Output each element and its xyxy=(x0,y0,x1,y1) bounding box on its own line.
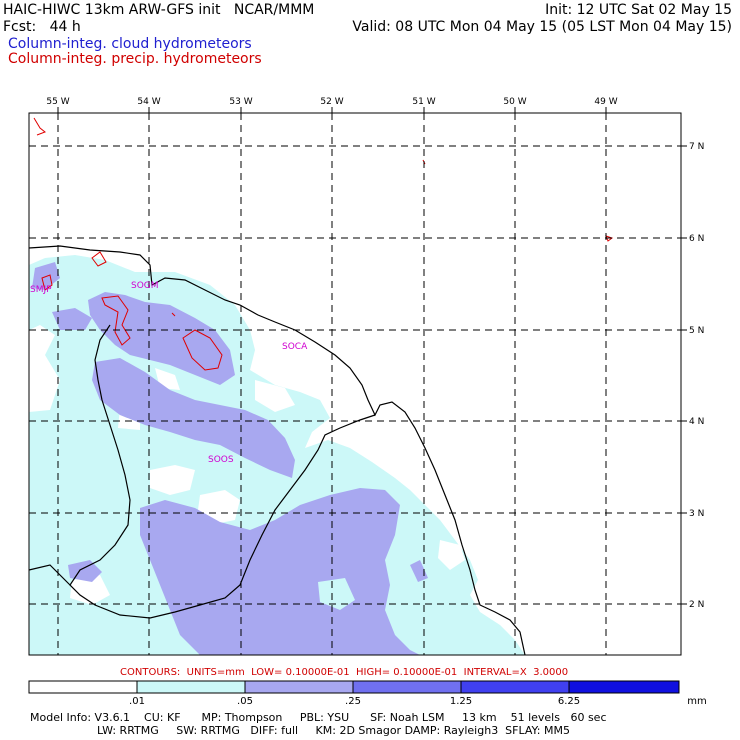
colorbar-tick-3: 1.25 xyxy=(450,696,472,707)
lat-label-4n: 4 N xyxy=(689,417,704,427)
model-info-line2: LW: RRTMG SW: RRTMG DIFF: full KM: 2D Sm… xyxy=(97,724,570,737)
lon-label-51w: 51 W xyxy=(412,97,435,107)
colorbar-tick-4: 6.25 xyxy=(558,696,580,707)
colorbar-swatch-0 xyxy=(28,680,138,694)
station-smjp: SMJP xyxy=(30,285,52,295)
lat-label-6n: 6 N xyxy=(689,234,704,244)
forecast-hour: Fcst: 44 h xyxy=(3,19,81,35)
colorbar-swatch-4 xyxy=(460,680,570,694)
model-title: HAIC-HIWC 13km ARW-GFS init NCAR/MMM xyxy=(3,2,315,18)
lat-label-5n: 5 N xyxy=(689,326,704,336)
field-cloud-label: Column-integ. cloud hydrometeors xyxy=(8,36,252,52)
coastline xyxy=(28,245,526,656)
contours-info: CONTOURS: UNITS=mm LOW= 0.10000E-01 HIGH… xyxy=(120,667,569,678)
init-time: Init: 12 UTC Sat 02 May 15 xyxy=(545,2,732,18)
lat-label-2n: 2 N xyxy=(689,600,704,610)
lat-label-3n: 3 N xyxy=(689,509,704,519)
lon-label-50w: 50 W xyxy=(503,97,526,107)
lon-label-52w: 52 W xyxy=(320,97,343,107)
colorbar-swatch-5 xyxy=(568,680,680,694)
shade-lavender xyxy=(88,292,235,385)
lon-label-53w: 53 W xyxy=(229,97,252,107)
station-soca: SOCA xyxy=(282,342,308,352)
station-soos: SOOS xyxy=(208,455,234,465)
lat-label-7n: 7 N xyxy=(689,142,704,152)
colorbar-units: mm xyxy=(687,696,706,707)
lon-label-55w: 55 W xyxy=(46,97,69,107)
colorbar-tick-0: .01 xyxy=(129,696,145,707)
map-frame xyxy=(28,112,682,656)
field-precip-label: Column-integ. precip. hydrometeors xyxy=(8,51,262,67)
graticule xyxy=(29,113,681,655)
colorbar-tick-1: .05 xyxy=(237,696,253,707)
valid-time: Valid: 08 UTC Mon 04 May 15 (05 LST Mon … xyxy=(352,19,732,35)
lon-label-54w: 54 W xyxy=(137,97,160,107)
model-info-line1: Model Info: V3.6.1 CU: KF MP: Thompson P… xyxy=(30,711,607,724)
lon-label-49w: 49 W xyxy=(594,97,617,107)
colorbar-tick-2: .25 xyxy=(345,696,361,707)
colorbar-swatch-3 xyxy=(352,680,462,694)
colorbar-swatch-1 xyxy=(136,680,246,694)
station-sogm: SOGM xyxy=(131,281,159,291)
colorbar-swatch-2 xyxy=(244,680,354,694)
